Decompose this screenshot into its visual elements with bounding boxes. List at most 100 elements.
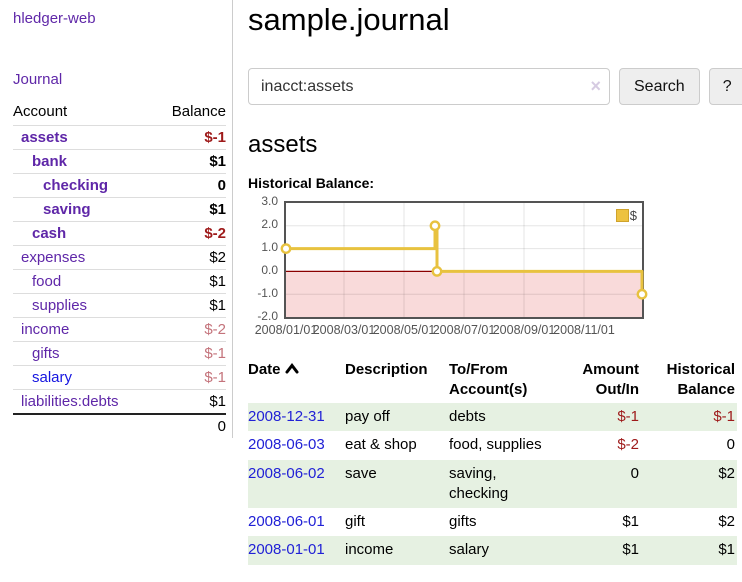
- transaction-amount: $1: [622, 513, 639, 530]
- transaction-date-link[interactable]: 2008-06-03: [248, 436, 325, 454]
- y-axis-tick: 2.0: [261, 217, 278, 231]
- transaction-description: pay off: [345, 408, 390, 425]
- chart-canvas: [280, 203, 648, 317]
- register-row: 2008-06-02 save saving, checking 0 $2: [248, 459, 737, 508]
- search-help-button[interactable]: ?: [708, 68, 742, 105]
- account-link-gifts[interactable]: gifts: [32, 345, 60, 362]
- account-balance: $1: [209, 273, 226, 290]
- y-axis-tick: 3.0: [261, 194, 278, 208]
- account-link-bank[interactable]: bank: [32, 153, 68, 170]
- account-link-income[interactable]: income: [21, 321, 70, 338]
- transaction-description: gift: [345, 513, 366, 530]
- x-axis-tick: 2008/01/01: [254, 323, 318, 337]
- accounts-header-balance: Balance: [153, 100, 226, 126]
- transaction-date-link[interactable]: 2008-06-01: [248, 513, 325, 530]
- account-link-saving[interactable]: saving: [43, 201, 91, 218]
- account-link-cash[interactable]: cash: [32, 225, 67, 242]
- transaction-description: income: [345, 541, 394, 559]
- account-row-saving: saving $1: [13, 198, 226, 222]
- y-axis-tick: 0.0: [261, 263, 278, 277]
- account-row-gifts: gifts $-1: [13, 342, 226, 366]
- account-link-assets[interactable]: assets: [21, 129, 68, 146]
- transaction-amount: 0: [630, 464, 639, 482]
- account-balance: $1: [209, 297, 226, 314]
- series-swatch-icon: [615, 209, 629, 222]
- register-row: 2008-01-01 income salary $1 $1: [248, 536, 737, 565]
- sidebar-item-journal[interactable]: Journal: [13, 71, 63, 88]
- transaction-balance: $2: [718, 513, 735, 530]
- x-axis-tick: 2008/11/01: [553, 323, 615, 337]
- register-row: 2008-06-01 gift gifts $1 $2: [248, 508, 737, 536]
- transaction-accounts: gifts: [449, 513, 477, 530]
- account-link-expenses[interactable]: expenses: [21, 249, 86, 266]
- negative-region: [286, 271, 642, 317]
- x-axis-tick: 2008/05/01: [372, 323, 436, 337]
- accounts-total-value: 0: [217, 418, 226, 435]
- transaction-date-link[interactable]: 2008-06-02: [248, 464, 325, 482]
- account-row-checking: checking 0: [13, 174, 226, 198]
- account-balance: $-2: [204, 321, 226, 338]
- search-button[interactable]: Search: [619, 68, 700, 105]
- account-balance: $1: [209, 153, 226, 170]
- account-balance: $2: [209, 249, 226, 266]
- account-balance: $-1: [204, 345, 226, 362]
- account-row-liabilities-debts: liabilities:debts $1: [13, 390, 226, 414]
- accounts-header-account: Account: [13, 100, 154, 126]
- y-axis-tick: -2.0: [257, 309, 278, 323]
- main-content: sample.journal × Search ? assets Histori…: [233, 0, 742, 565]
- transaction-accounts: food, supplies: [449, 436, 542, 454]
- transaction-balance: $-1: [713, 408, 735, 425]
- account-row-assets: assets $-1: [13, 126, 226, 150]
- register-header-accounts: To/From Account(s): [449, 361, 528, 398]
- x-axis-tick: 2008/03/01: [312, 323, 376, 337]
- transaction-date-link[interactable]: 2008-12-31: [248, 408, 325, 425]
- transaction-balance: $1: [718, 541, 735, 559]
- search-form: × Search ?: [248, 68, 742, 105]
- transaction-balance: 0: [726, 436, 735, 454]
- chart-title: Historical Balance:: [248, 175, 375, 191]
- account-link-liabilities-debts[interactable]: liabilities:debts: [21, 393, 119, 410]
- historical-balance-chart: 3.0 2.0 1.0 0.0 -1.0 -2.0: [248, 194, 734, 341]
- account-link-checking[interactable]: checking: [43, 177, 109, 194]
- transaction-amount: $1: [622, 541, 639, 559]
- register-table: Date Description To/From Account(s) Amou…: [248, 357, 737, 565]
- transaction-description: save: [345, 464, 377, 482]
- account-link-supplies[interactable]: supplies: [32, 297, 88, 314]
- y-axis-tick: 1.0: [261, 240, 278, 254]
- register-row: 2008-12-31 pay off debts $-1 $-1: [248, 403, 737, 432]
- account-balance: $-1: [204, 369, 226, 386]
- x-axis-tick: 2008/07/01: [432, 323, 496, 337]
- account-link-food[interactable]: food: [32, 273, 62, 290]
- register-header-amount: Amount Out/In: [582, 361, 639, 398]
- account-row-food: food $1: [13, 270, 226, 294]
- transaction-date-link[interactable]: 2008-01-01: [248, 541, 325, 559]
- accounts-table: Account Balance assets $-1 bank $1 check…: [13, 100, 226, 438]
- x-axis-tick: 2008/09/01: [492, 323, 556, 337]
- app-title-link[interactable]: hledger-web: [13, 10, 96, 27]
- plot-area: $: [280, 201, 648, 319]
- search-box: ×: [248, 68, 610, 105]
- sidebar: hledger-web Journal Account Balance asse…: [0, 0, 233, 438]
- transaction-accounts: saving, checking: [449, 464, 509, 502]
- transaction-accounts: salary: [449, 541, 490, 559]
- account-row-bank: bank $1: [13, 150, 226, 174]
- register-header-balance: Historical Balance: [666, 361, 735, 398]
- account-row-expenses: expenses $2: [13, 246, 226, 270]
- transaction-accounts: debts: [449, 408, 486, 425]
- register-header-date[interactable]: Date: [248, 357, 345, 403]
- account-heading: assets: [248, 131, 318, 158]
- series-label: $: [629, 208, 637, 223]
- account-balance: $1: [209, 393, 226, 410]
- clear-search-icon[interactable]: ×: [590, 76, 601, 96]
- account-row-salary: salary $-1: [13, 366, 226, 390]
- account-row-cash: cash $-2: [13, 222, 226, 246]
- data-points: [280, 220, 648, 300]
- accounts-total-row: 0: [13, 414, 226, 438]
- search-input[interactable]: [248, 68, 610, 105]
- register-header-description: Description: [345, 361, 428, 378]
- account-link-salary[interactable]: salary: [32, 369, 73, 386]
- transaction-amount: $-1: [617, 408, 639, 425]
- account-row-supplies: supplies $1: [13, 294, 226, 318]
- page-title: sample.journal: [248, 2, 450, 37]
- account-balance: 0: [217, 177, 226, 194]
